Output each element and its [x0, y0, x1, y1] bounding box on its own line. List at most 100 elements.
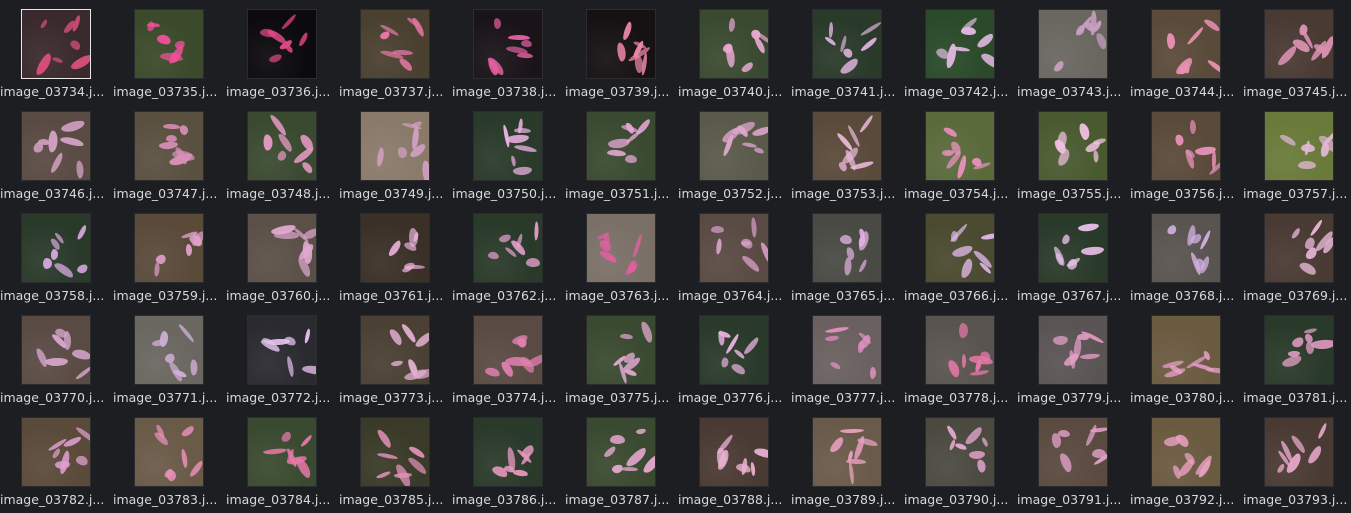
file-thumbnail[interactable]: image_03764.j...	[678, 204, 791, 306]
file-name-label: image_03759.j...	[113, 288, 218, 303]
file-thumbnail[interactable]: image_03793.j...	[1243, 408, 1351, 510]
file-thumbnail[interactable]: image_03738.j...	[452, 0, 565, 102]
flower-photo	[1152, 214, 1220, 282]
thumbnail-image	[134, 417, 204, 487]
file-name-label: image_03737.j...	[339, 84, 444, 99]
file-name-label: image_03787.j...	[565, 492, 670, 507]
thumbnail-image	[586, 213, 656, 283]
file-thumbnail[interactable]: image_03734.j...	[0, 0, 113, 102]
flower-photo	[361, 214, 429, 282]
file-thumbnail[interactable]: image_03770.j...	[0, 306, 113, 408]
thumbnail-image	[1264, 417, 1334, 487]
file-thumbnail[interactable]: image_03777.j...	[791, 306, 904, 408]
file-thumbnail[interactable]: image_03754.j...	[904, 102, 1017, 204]
flower-photo	[587, 214, 655, 282]
file-thumbnail[interactable]: image_03748.j...	[226, 102, 339, 204]
thumbnail-image	[1038, 315, 1108, 385]
file-thumbnail[interactable]: image_03746.j...	[0, 102, 113, 204]
file-thumbnail[interactable]: image_03741.j...	[791, 0, 904, 102]
file-thumbnail[interactable]: image_03789.j...	[791, 408, 904, 510]
file-thumbnail[interactable]: image_03744.j...	[1130, 0, 1243, 102]
flower-photo	[1265, 10, 1333, 78]
file-thumbnail[interactable]: image_03775.j...	[565, 306, 678, 408]
thumbnail-image	[247, 417, 317, 487]
file-thumbnail[interactable]: image_03745.j...	[1243, 0, 1351, 102]
thumbnail-image	[586, 315, 656, 385]
file-thumbnail[interactable]: image_03747.j...	[113, 102, 226, 204]
thumbnail-image	[925, 111, 995, 181]
file-name-label: image_03793.j...	[1243, 492, 1348, 507]
file-name-label: image_03782.j...	[0, 492, 105, 507]
file-thumbnail[interactable]: image_03751.j...	[565, 102, 678, 204]
file-thumbnail[interactable]: image_03761.j...	[339, 204, 452, 306]
file-thumbnail[interactable]: image_03760.j...	[226, 204, 339, 306]
file-thumbnail[interactable]: image_03757.j...	[1243, 102, 1351, 204]
file-thumbnail[interactable]: image_03755.j...	[1017, 102, 1130, 204]
file-thumbnail[interactable]: image_03765.j...	[791, 204, 904, 306]
file-thumbnail[interactable]: image_03766.j...	[904, 204, 1017, 306]
thumbnail-image	[812, 9, 882, 79]
file-thumbnail[interactable]: image_03742.j...	[904, 0, 1017, 102]
file-thumbnail[interactable]: image_03778.j...	[904, 306, 1017, 408]
file-thumbnail[interactable]: image_03743.j...	[1017, 0, 1130, 102]
file-thumbnail[interactable]: image_03763.j...	[565, 204, 678, 306]
thumbnail-image	[699, 315, 769, 385]
file-thumbnail[interactable]: image_03786.j...	[452, 408, 565, 510]
file-thumbnail[interactable]: image_03779.j...	[1017, 306, 1130, 408]
file-thumbnail[interactable]: image_03776.j...	[678, 306, 791, 408]
file-thumbnail[interactable]: image_03740.j...	[678, 0, 791, 102]
file-thumbnail[interactable]: image_03736.j...	[226, 0, 339, 102]
file-thumbnail[interactable]: image_03769.j...	[1243, 204, 1351, 306]
file-thumbnail[interactable]: image_03791.j...	[1017, 408, 1130, 510]
file-name-label: image_03754.j...	[904, 186, 1009, 201]
file-thumbnail[interactable]: image_03774.j...	[452, 306, 565, 408]
flower-photo	[1039, 112, 1107, 180]
thumbnail-image	[247, 111, 317, 181]
file-thumbnail[interactable]: image_03758.j...	[0, 204, 113, 306]
file-thumbnail[interactable]: image_03768.j...	[1130, 204, 1243, 306]
file-thumbnail[interactable]: image_03752.j...	[678, 102, 791, 204]
thumbnail-image	[925, 213, 995, 283]
file-thumbnail[interactable]: image_03784.j...	[226, 408, 339, 510]
file-thumbnail[interactable]: image_03781.j...	[1243, 306, 1351, 408]
file-name-label: image_03765.j...	[791, 288, 896, 303]
file-thumbnail[interactable]: image_03750.j...	[452, 102, 565, 204]
file-thumbnail[interactable]: image_03780.j...	[1130, 306, 1243, 408]
file-thumbnail[interactable]: image_03773.j...	[339, 306, 452, 408]
file-thumbnail[interactable]: image_03785.j...	[339, 408, 452, 510]
file-thumbnail[interactable]: image_03792.j...	[1130, 408, 1243, 510]
file-thumbnail[interactable]: image_03762.j...	[452, 204, 565, 306]
file-thumbnail[interactable]: image_03771.j...	[113, 306, 226, 408]
file-thumbnail[interactable]: image_03749.j...	[339, 102, 452, 204]
file-thumbnail[interactable]: image_03756.j...	[1130, 102, 1243, 204]
file-thumbnail[interactable]: image_03787.j...	[565, 408, 678, 510]
file-name-label: image_03734.j...	[0, 84, 105, 99]
file-name-label: image_03757.j...	[1243, 186, 1348, 201]
thumbnail-image	[247, 213, 317, 283]
file-thumbnail[interactable]: image_03759.j...	[113, 204, 226, 306]
file-name-label: image_03771.j...	[113, 390, 218, 405]
thumbnail-image	[134, 213, 204, 283]
file-name-label: image_03791.j...	[1017, 492, 1122, 507]
file-name-label: image_03744.j...	[1130, 84, 1235, 99]
file-thumbnail[interactable]: image_03782.j...	[0, 408, 113, 510]
file-thumbnail[interactable]: image_03735.j...	[113, 0, 226, 102]
file-name-label: image_03774.j...	[452, 390, 557, 405]
file-thumbnail[interactable]: image_03753.j...	[791, 102, 904, 204]
flower-photo	[22, 316, 90, 384]
file-thumbnail[interactable]: image_03737.j...	[339, 0, 452, 102]
file-thumbnail[interactable]: image_03739.j...	[565, 0, 678, 102]
file-thumbnail[interactable]: image_03767.j...	[1017, 204, 1130, 306]
flower-photo	[361, 10, 429, 78]
flower-photo	[361, 418, 429, 486]
file-name-label: image_03742.j...	[904, 84, 1009, 99]
thumbnail-image	[925, 417, 995, 487]
file-thumbnail[interactable]: image_03788.j...	[678, 408, 791, 510]
thumbnail-image	[812, 213, 882, 283]
file-thumbnail[interactable]: image_03783.j...	[113, 408, 226, 510]
flower-photo	[813, 112, 881, 180]
flower-photo	[248, 316, 316, 384]
file-thumbnail[interactable]: image_03790.j...	[904, 408, 1017, 510]
file-thumbnail[interactable]: image_03772.j...	[226, 306, 339, 408]
flower-photo	[700, 214, 768, 282]
